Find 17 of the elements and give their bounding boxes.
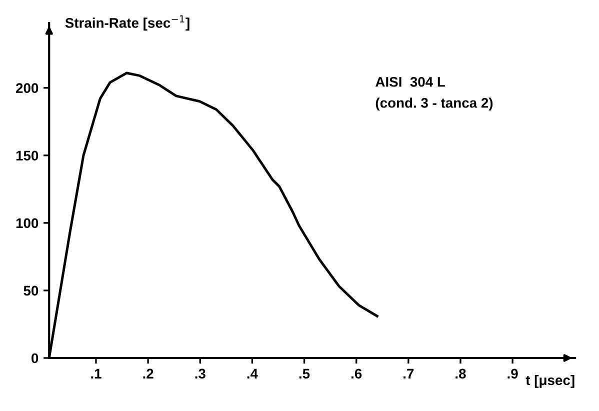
x-tick-label: .5	[299, 368, 310, 379]
x-tick-label: .1	[91, 368, 102, 378]
x-tick-label: .3	[195, 368, 206, 379]
x-tick-label: .9	[508, 368, 518, 379]
y-tick-label: 50	[24, 286, 38, 296]
x-axis-title: t [μsec]	[526, 374, 574, 388]
x-tick-label: .4	[247, 368, 258, 378]
y-tick-label: 150	[16, 150, 38, 161]
y-tick-label: 0	[32, 353, 38, 364]
y-axis-title: Strain-Rate [sec$^{−1}$]	[65, 15, 190, 31]
y-tick-label: 100	[16, 218, 38, 228]
x-tick-label: .2	[143, 368, 154, 378]
annotation: AISI 304 L (cond. 3 - tanca 2)	[376, 76, 493, 111]
x-tick-label: .6	[351, 368, 362, 379]
x-tick-label: .7	[404, 368, 414, 378]
x-tick-label: .8	[456, 368, 466, 379]
y-tick-label: 200	[16, 83, 38, 94]
